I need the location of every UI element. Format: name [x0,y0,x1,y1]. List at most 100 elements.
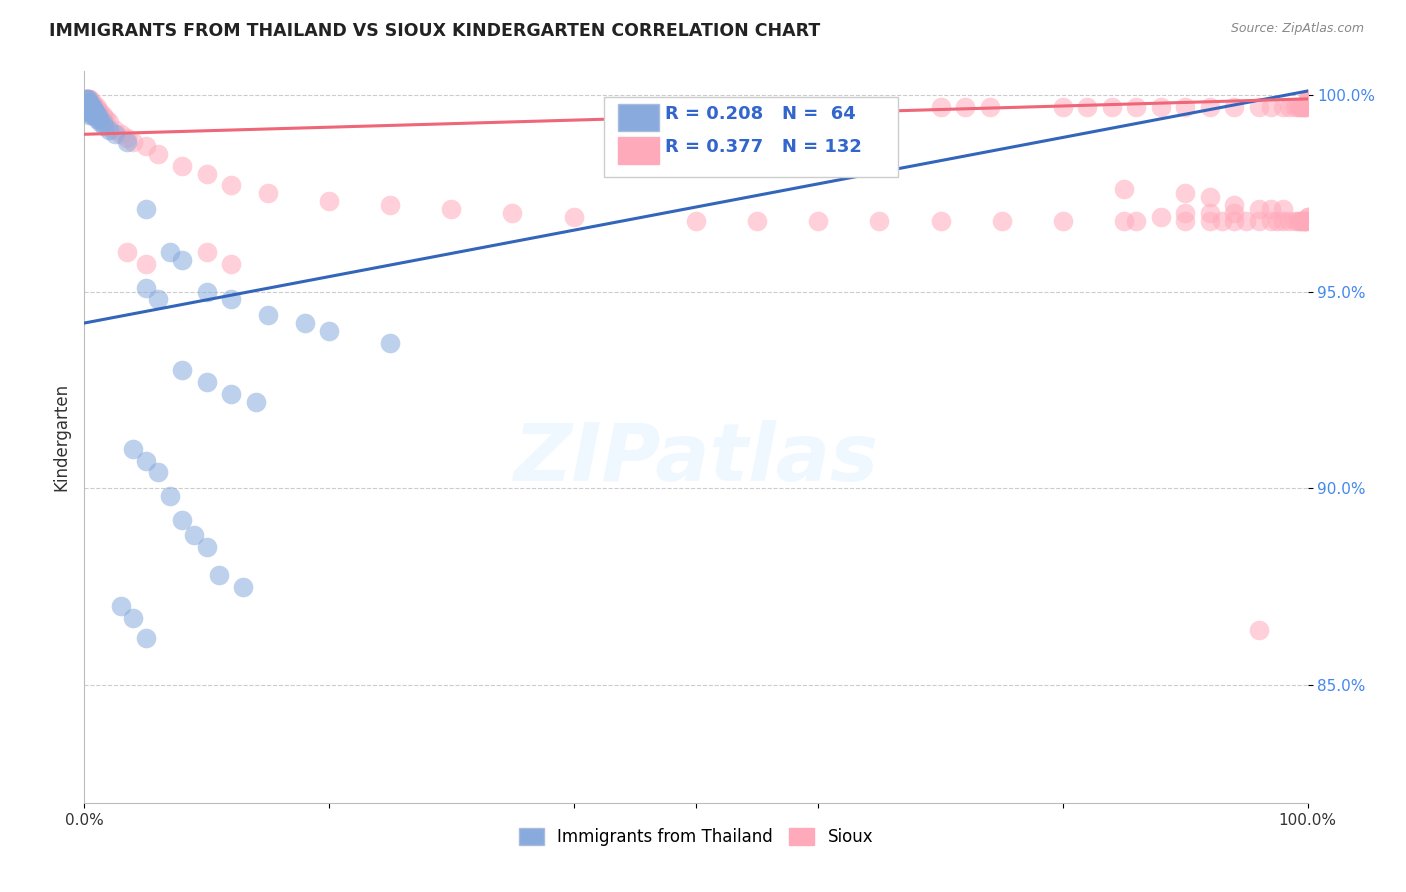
Point [1223,206,1246,220]
Point [83,100,105,114]
Point [1150,100,1173,114]
Point [1174,186,1197,201]
Point [82,95,104,110]
FancyBboxPatch shape [617,104,659,131]
Point [1260,202,1282,216]
Point [110,599,132,614]
Point [80,100,103,114]
Point [172,363,194,377]
Point [77,95,100,110]
Point [122,135,145,149]
Point [135,631,157,645]
Point [77,92,100,106]
Point [79,103,101,118]
Point [76,92,98,106]
Point [1295,100,1317,114]
Point [1174,206,1197,220]
Point [83,103,105,118]
Point [747,214,769,228]
Point [1296,92,1319,106]
Point [1292,100,1315,114]
Point [1265,214,1288,228]
Point [1291,100,1313,114]
Point [219,387,242,401]
Point [1198,100,1220,114]
Point [195,540,218,554]
Point [87,103,110,118]
Point [91,115,114,129]
Point [1296,95,1319,110]
Point [135,257,157,271]
Point [97,123,120,137]
Point [929,100,952,114]
Point [1272,100,1295,114]
Point [77,100,100,114]
Point [1223,214,1246,228]
Point [1292,100,1315,114]
Point [195,375,218,389]
Point [146,147,169,161]
Point [84,103,107,118]
Point [76,95,98,110]
Point [257,186,280,201]
Point [1260,214,1282,228]
Point [1223,100,1246,114]
Point [172,513,194,527]
Point [86,107,108,121]
Text: Source: ZipAtlas.com: Source: ZipAtlas.com [1230,22,1364,36]
Point [380,198,402,212]
Point [245,394,267,409]
Point [83,103,105,118]
Point [1296,92,1319,106]
Point [195,167,218,181]
Point [86,112,108,126]
Point [86,100,108,114]
Point [1247,214,1270,228]
Point [1174,100,1197,114]
Point [77,103,100,118]
Point [115,135,138,149]
Point [869,100,891,114]
Point [77,92,100,106]
Point [1125,214,1147,228]
Point [172,253,194,268]
Point [1284,100,1306,114]
Point [979,100,1001,114]
Point [79,92,101,106]
Point [1223,198,1246,212]
Point [89,115,111,129]
Point [77,100,100,114]
Point [87,112,110,126]
Point [115,245,138,260]
Point [1289,100,1312,114]
Point [195,245,218,260]
Point [76,103,98,118]
Point [1278,100,1301,114]
Point [232,580,254,594]
Point [104,128,127,142]
FancyBboxPatch shape [605,97,898,178]
Text: R = 0.208   N =  64: R = 0.208 N = 64 [665,104,856,123]
Point [76,95,98,110]
Point [183,528,205,542]
Point [807,100,830,114]
Point [294,316,316,330]
Point [257,308,280,322]
Point [96,112,118,126]
Point [219,293,242,307]
Point [1292,214,1315,228]
Point [86,103,108,118]
Point [82,107,104,121]
Point [77,95,100,110]
Point [1198,190,1220,204]
Point [1101,100,1123,114]
Point [219,178,242,193]
Text: IMMIGRANTS FROM THAILAND VS SIOUX KINDERGARTEN CORRELATION CHART: IMMIGRANTS FROM THAILAND VS SIOUX KINDER… [49,22,821,40]
Point [1292,214,1315,228]
Point [1247,100,1270,114]
Point [1198,206,1220,220]
Point [1278,214,1301,228]
Point [1286,214,1309,228]
Point [84,107,107,121]
Point [1294,100,1316,114]
